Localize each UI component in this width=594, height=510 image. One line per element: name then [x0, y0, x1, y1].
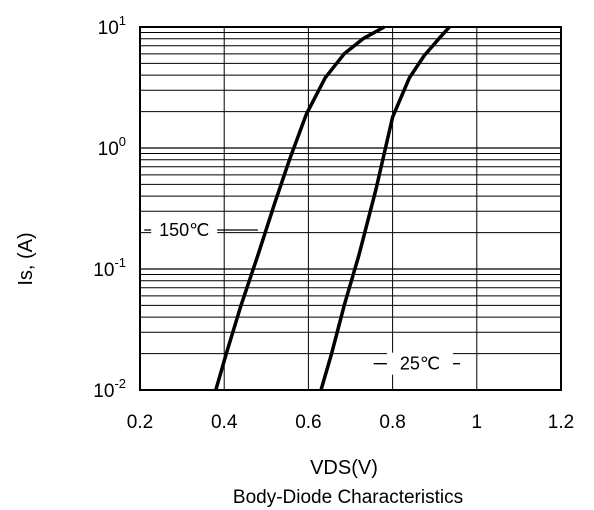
- y-tick-base: 10: [98, 139, 119, 160]
- annotations: 150℃ 25℃: [144, 219, 460, 375]
- series-line: [214, 25, 386, 391]
- y-tick-exponent: 0: [119, 134, 126, 149]
- y-tick-exponent: 1: [119, 13, 126, 28]
- y-tick-exponent: -2: [114, 376, 126, 391]
- y-tick-label: 10-2: [93, 376, 126, 402]
- y-tick-base: 10: [93, 260, 114, 281]
- y-tick-label: 100: [98, 134, 126, 160]
- x-tick-label: 1: [472, 412, 483, 433]
- series-line: [319, 25, 451, 391]
- x-tick-label: 1.2: [548, 412, 574, 433]
- plot-frame: [139, 26, 562, 391]
- annotation-bg: [151, 219, 218, 242]
- annotation-bg: [386, 352, 453, 375]
- series-annotation: 150℃: [159, 220, 209, 240]
- y-tick-base: 10: [98, 18, 119, 39]
- y-axis-label: Is, (A): [15, 232, 37, 285]
- x-tick-label: 0.8: [379, 412, 405, 433]
- curves: [214, 25, 451, 391]
- x-axis-label: VDS(V): [310, 457, 378, 479]
- x-tick-label: 0.6: [295, 412, 321, 433]
- y-tick-base: 10: [93, 381, 114, 402]
- x-tick-label: 0.2: [127, 412, 153, 433]
- grid: [140, 27, 561, 390]
- chart-title: Body-Diode Characteristics: [233, 487, 463, 508]
- y-tick-exponent: -1: [114, 255, 126, 270]
- y-tick-label: 101: [98, 13, 126, 39]
- x-tick-labels: 0.2 0.4 0.6 0.8 1 1.2: [127, 412, 574, 433]
- y-tick-label: 10-1: [93, 255, 126, 281]
- x-tick-label: 0.4: [211, 412, 238, 433]
- series-annotation: 25℃: [400, 354, 440, 374]
